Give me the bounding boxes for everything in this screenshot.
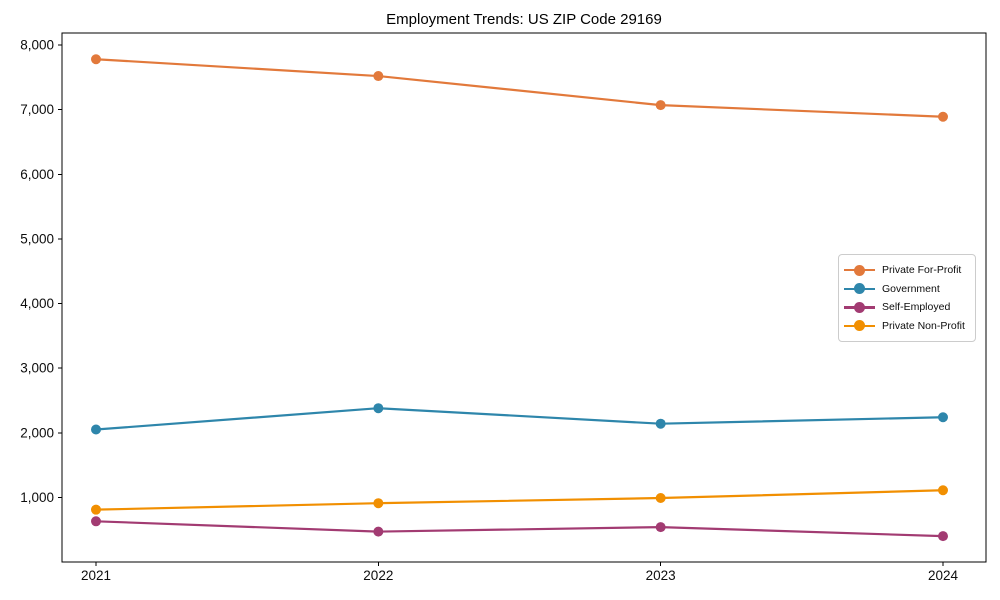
data-point-private-for-profit-2022[interactable] bbox=[373, 71, 384, 82]
legend-item-government[interactable]: Government bbox=[844, 281, 967, 297]
data-point-private-non-profit-2021[interactable] bbox=[91, 504, 101, 515]
plot-border bbox=[61, 32, 987, 563]
data-point-self-employed-2024[interactable] bbox=[938, 531, 948, 542]
legend-item-self-employed[interactable]: Self-Employed bbox=[844, 299, 967, 315]
y-tick-label: 8,000 bbox=[20, 38, 54, 53]
legend: Private For-Profit Government Self-Employe… bbox=[838, 254, 976, 342]
y-tick-label: 4,000 bbox=[20, 296, 54, 311]
data-point-private-non-profit-2024[interactable] bbox=[938, 485, 948, 496]
line-series-government bbox=[94, 407, 945, 431]
legend-marker-icon bbox=[844, 320, 875, 332]
data-point-private-non-profit-2022[interactable] bbox=[373, 498, 384, 509]
data-point-self-employed-2023[interactable] bbox=[655, 522, 666, 533]
data-point-private-for-profit-2021[interactable] bbox=[91, 54, 101, 65]
data-point-government-2024[interactable] bbox=[938, 412, 948, 423]
legend-marker-icon bbox=[844, 301, 875, 313]
data-point-government-2022[interactable] bbox=[373, 403, 384, 414]
legend-label: Self-Employed bbox=[882, 301, 951, 314]
x-tick-label: 2023 bbox=[646, 568, 676, 583]
y-tick-label: 5,000 bbox=[20, 231, 54, 246]
legend-label: Government bbox=[882, 282, 940, 295]
x-tick-label: 2021 bbox=[81, 568, 111, 583]
y-tick-label: 6,000 bbox=[20, 167, 54, 182]
x-tick-label: 2024 bbox=[928, 568, 959, 583]
y-tick-label: 2,000 bbox=[20, 425, 54, 440]
data-point-private-for-profit-2024[interactable] bbox=[938, 111, 948, 122]
data-point-self-employed-2021[interactable] bbox=[91, 516, 101, 527]
legend-marker-icon bbox=[844, 264, 875, 276]
data-point-private-non-profit-2023[interactable] bbox=[655, 493, 666, 504]
chart-title: Employment Trends: US ZIP Code 29169 bbox=[386, 11, 662, 28]
legend-label: Private Non-Profit bbox=[882, 319, 965, 332]
y-tick-label: 1,000 bbox=[20, 490, 54, 505]
data-point-government-2023[interactable] bbox=[655, 418, 666, 429]
data-point-private-for-profit-2023[interactable] bbox=[655, 100, 666, 111]
data-point-government-2021[interactable] bbox=[91, 424, 101, 435]
legend-item-private-non-profit[interactable]: Private Non-Profit bbox=[844, 318, 967, 334]
legend-marker-icon bbox=[844, 283, 875, 295]
data-point-self-employed-2022[interactable] bbox=[373, 526, 384, 537]
line-series-self-employed bbox=[94, 520, 945, 538]
y-tick-label: 7,000 bbox=[20, 102, 54, 117]
legend-label: Private For-Profit bbox=[882, 264, 962, 276]
y-tick-label: 3,000 bbox=[20, 361, 54, 376]
x-tick-label: 2022 bbox=[363, 568, 393, 583]
line-series-private-non-profit bbox=[94, 489, 945, 511]
line-series-private-for-profit bbox=[94, 58, 945, 118]
legend-item-private-for-profit[interactable]: Private For-Profit bbox=[844, 262, 967, 278]
